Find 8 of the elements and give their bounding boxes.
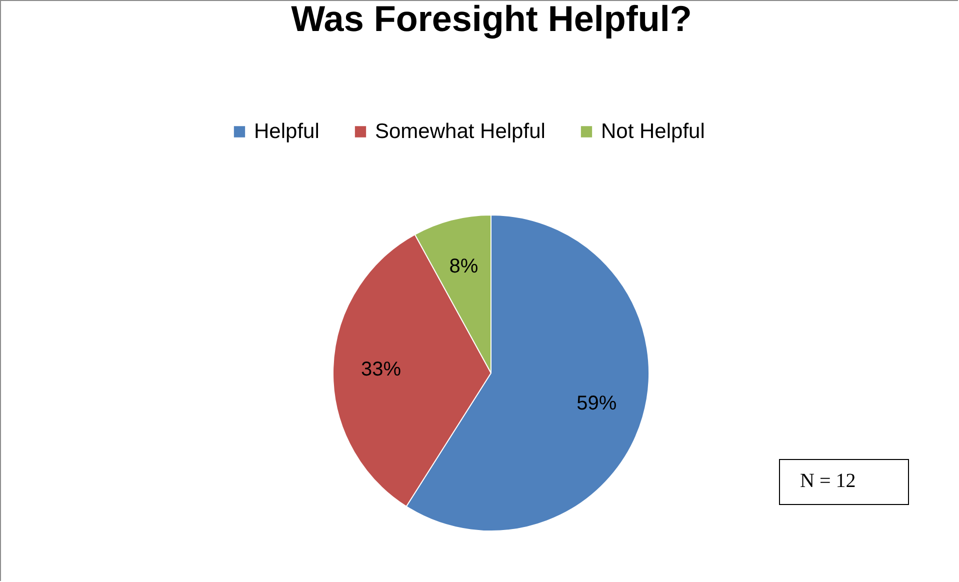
- legend-label: Helpful: [254, 120, 320, 143]
- data-label: 8%: [449, 255, 478, 278]
- data-label: 59%: [576, 392, 617, 415]
- chart-title: Was Foresight Helpful?: [291, 0, 692, 39]
- text: N = 12: [779, 459, 909, 505]
- legend-label: Not Helpful: [601, 120, 705, 143]
- data-label: 33%: [361, 358, 402, 381]
- legend-label: Somewhat Helpful: [375, 120, 546, 143]
